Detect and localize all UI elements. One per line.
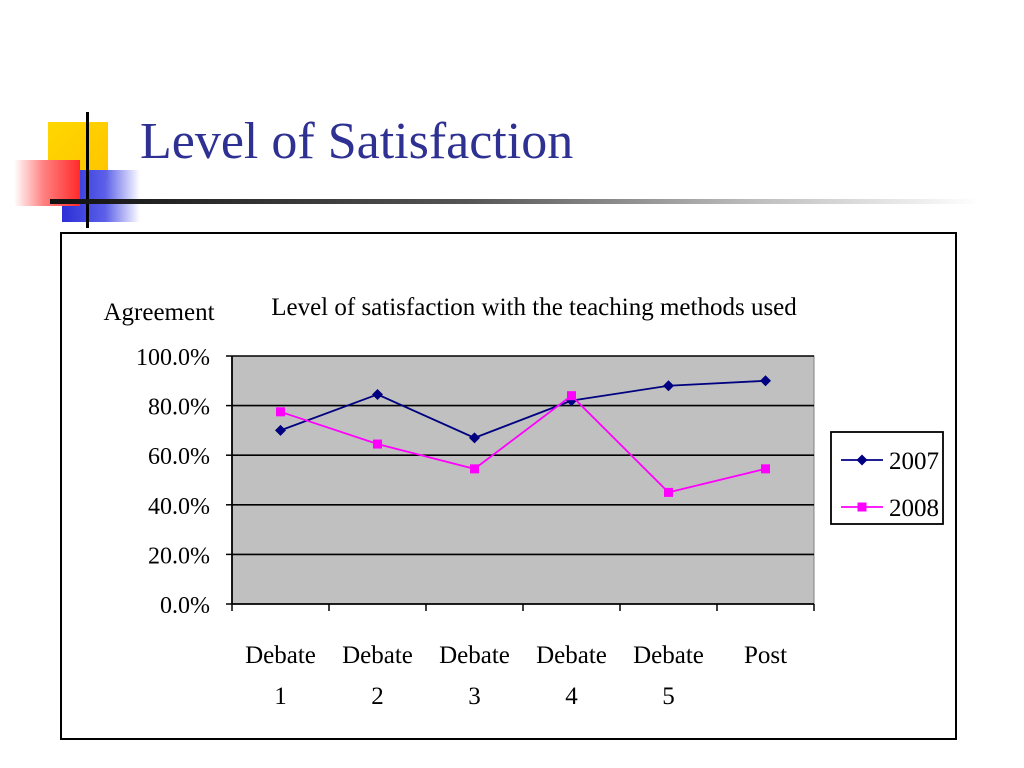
- legend-box: [830, 431, 944, 525]
- data-point-2008: [470, 464, 479, 474]
- corner-vertical-line: [86, 112, 89, 228]
- x-tick-label: Post: [744, 642, 787, 669]
- x-tick-label: 2: [371, 683, 384, 710]
- chart-title: Level of satisfaction with the teaching …: [271, 294, 797, 321]
- data-point-2007: [760, 375, 771, 387]
- data-point-2008: [373, 439, 382, 449]
- legend-marker-2007: [856, 454, 868, 466]
- data-point-2007: [469, 432, 480, 444]
- data-point-2008: [761, 464, 770, 474]
- data-point-2008: [567, 391, 576, 401]
- line-chart: 0.0% 20.0% 40.0% 60.0% 80.0% 100.0% Debate 1 Deb…: [103, 294, 944, 710]
- legend-label-2008: 2008: [889, 495, 939, 522]
- chart-frame: 0.0% 20.0% 40.0% 60.0% 80.0% 100.0% Debate 1 Deb…: [60, 232, 957, 740]
- y-axis-label: Agreement: [103, 299, 214, 326]
- x-tick-label: Debate: [342, 642, 413, 669]
- x-tick-label: Debate: [439, 642, 510, 669]
- corner-red-square: [14, 160, 80, 206]
- title-underline: [50, 199, 980, 204]
- series-line-2008: [280, 394, 766, 494]
- x-tick-label: 1: [274, 683, 287, 710]
- legend-marker-2008: [857, 502, 867, 512]
- plot-area: [231, 355, 815, 605]
- y-tick-label: 0.0%: [160, 593, 210, 619]
- data-point-2008: [276, 407, 285, 417]
- y-tick-label: 60.0%: [148, 444, 210, 470]
- data-point-2008: [664, 487, 673, 497]
- data-point-2007: [663, 380, 674, 392]
- x-tick-label: Debate: [633, 642, 704, 669]
- data-point-2007: [372, 388, 383, 400]
- x-tick-label: Debate: [536, 642, 607, 669]
- x-tick-label: 5: [662, 683, 675, 710]
- y-tick-label: 100.0%: [136, 345, 210, 371]
- legend-label-2007: 2007: [889, 448, 939, 475]
- slide-title: Level of Satisfaction: [140, 113, 574, 170]
- y-tick-label: 80.0%: [148, 395, 210, 421]
- series-line-2007: [280, 379, 766, 439]
- y-tick-label: 20.0%: [148, 543, 210, 569]
- x-tick-label: Debate: [245, 642, 316, 669]
- data-point-2007: [275, 424, 286, 436]
- x-tick-label: 4: [565, 683, 578, 710]
- x-tick-label: 3: [468, 683, 481, 710]
- y-tick-label: 40.0%: [148, 494, 210, 520]
